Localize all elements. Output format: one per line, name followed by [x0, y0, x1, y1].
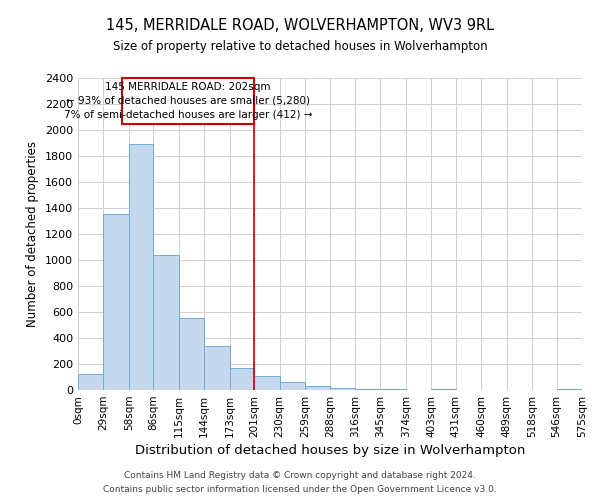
- Bar: [204, 346, 230, 390]
- Bar: [129, 144, 154, 390]
- Text: 145 MERRIDALE ROAD: 202sqm
← 93% of detached houses are smaller (5,280)
7% of se: 145 MERRIDALE ROAD: 202sqm ← 93% of deta…: [64, 82, 312, 120]
- X-axis label: Distribution of detached houses by size in Wolverhampton: Distribution of detached houses by size …: [135, 444, 525, 457]
- Text: Contains HM Land Registry data © Crown copyright and database right 2024.: Contains HM Land Registry data © Crown c…: [124, 471, 476, 480]
- Text: Contains public sector information licensed under the Open Government Licence v3: Contains public sector information licen…: [103, 485, 497, 494]
- Bar: [103, 214, 129, 390]
- Y-axis label: Number of detached properties: Number of detached properties: [26, 141, 40, 327]
- Bar: [122, 78, 254, 124]
- Bar: [254, 376, 280, 390]
- Bar: [355, 388, 380, 390]
- Bar: [179, 318, 204, 390]
- Bar: [230, 368, 254, 390]
- Bar: [331, 388, 355, 390]
- Bar: [78, 374, 103, 390]
- Bar: [280, 382, 305, 390]
- Text: 145, MERRIDALE ROAD, WOLVERHAMPTON, WV3 9RL: 145, MERRIDALE ROAD, WOLVERHAMPTON, WV3 …: [106, 18, 494, 32]
- Bar: [305, 386, 331, 390]
- Bar: [154, 254, 179, 390]
- Text: Size of property relative to detached houses in Wolverhampton: Size of property relative to detached ho…: [113, 40, 487, 53]
